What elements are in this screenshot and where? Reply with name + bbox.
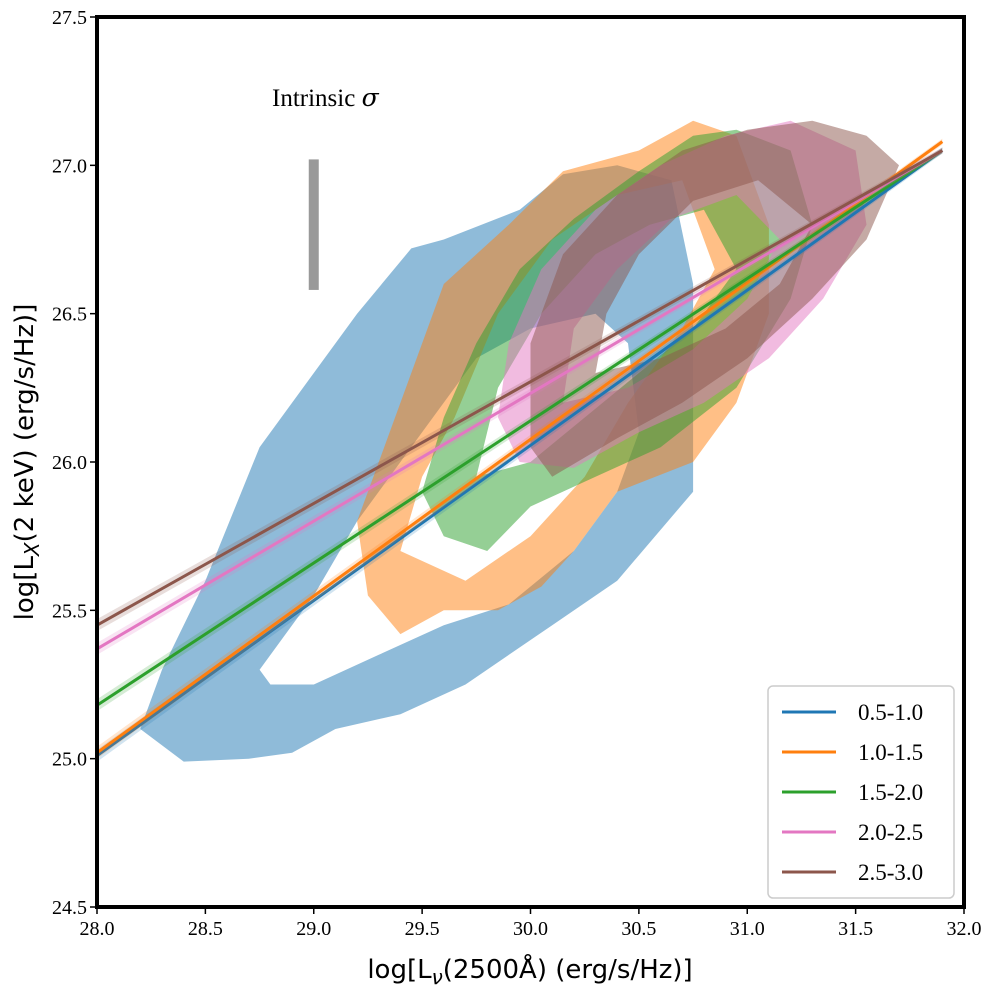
y-tick-label: 26.5 [52,304,87,326]
x-tick-label: 29.5 [405,918,440,940]
x-tick-label: 29.0 [296,918,331,940]
legend-box [767,685,955,899]
y-tick-label: 24.5 [52,897,87,919]
contour-2.5-3.0 [530,120,899,477]
y-tick-label: 27.0 [52,155,87,177]
fit-line-1.5-2.0 [97,149,944,707]
x-tick-label: 31.0 [730,918,765,940]
x-tick-label: 28.0 [80,918,115,940]
legend: 0.5-1.0 1.0-1.5 1.5-2.0 2.0-2.5 2.5-3.0 [767,685,955,899]
x-tick-label: 30.0 [513,918,548,940]
legend-label-2.5-3.0: 2.5-3.0 [858,860,923,885]
legend-label-0.5-1.0: 0.5-1.0 [858,700,923,725]
y-tick-label: 27.5 [52,7,87,29]
y-tick-label: 25.5 [52,600,87,622]
x-tick-label: 30.5 [621,918,656,940]
x-axis-title: log[Lν(2500Å) (erg/s/Hz)] [367,953,692,989]
intrinsic-sigma-bar [308,159,319,290]
fit-line-0.5-1.0 [97,149,944,757]
y-tick-label: 26.0 [52,452,87,474]
legend-label-2.0-2.5: 2.0-2.5 [858,820,923,845]
legend-label-1.0-1.5: 1.0-1.5 [858,740,923,765]
x-tick-label: 28.5 [188,918,223,940]
legend-label-1.5-2.0: 1.5-2.0 [858,780,923,805]
contour-2.0-2.5 [498,120,867,468]
contours-layer [140,120,899,762]
x-tick-label: 31.5 [838,918,873,940]
y-axis-ticks: 24.5 25.0 25.5 26.0 26.5 27.0 27.5 [52,7,97,919]
x-tick-label: 32.0 [947,918,982,940]
y-axis-title: log[LX(2 keV) (erg/s/Hz)] [10,304,44,621]
fit-line-2.5-3.0 [97,149,944,627]
y-tick-label: 25.0 [52,749,87,771]
intrinsic-sigma-label: Intrinsic σ [272,83,380,112]
fit-line-2.0-2.5 [97,149,944,651]
x-axis-ticks: 28.0 28.5 29.0 29.5 30.0 30.5 31.0 31.5 32.0 [80,907,982,940]
intrinsic-sigma-annotation: Intrinsic σ [272,83,380,290]
fit-lines-layer [97,138,944,762]
